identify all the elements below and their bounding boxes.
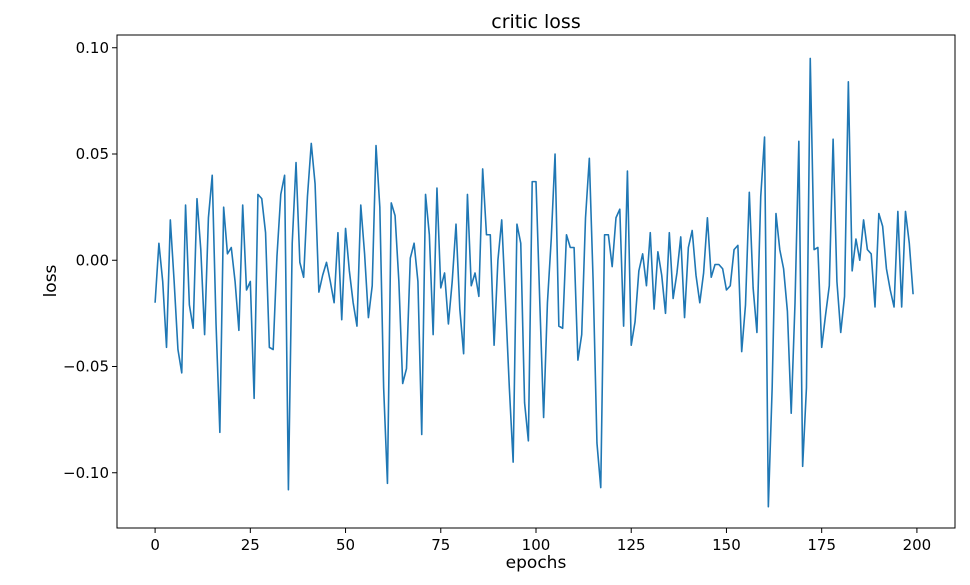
x-tick-label: 100 [522, 536, 551, 554]
y-axis-label: loss [41, 264, 61, 297]
x-axis-ticks: 0 25 50 75 100 125 150 175 200 [150, 528, 931, 554]
x-tick-label: 125 [617, 536, 646, 554]
y-axis-ticks: −0.10 −0.05 0.00 0.05 0.10 [63, 39, 117, 482]
x-axis-label: epochs [506, 553, 567, 573]
y-tick-label: −0.05 [63, 358, 109, 376]
plot-frame [116, 34, 956, 529]
y-tick-label: 0.10 [76, 39, 109, 57]
x-tick-label: 50 [336, 536, 355, 554]
chart-title: critic loss [491, 11, 580, 33]
x-tick-label: 0 [150, 536, 160, 554]
x-tick-label: 175 [807, 536, 836, 554]
x-tick-label: 150 [712, 536, 741, 554]
y-tick-label: −0.10 [63, 464, 109, 482]
y-tick-label: 0.05 [76, 145, 109, 163]
x-tick-label: 200 [903, 536, 932, 554]
critic-loss-series-line [154, 57, 914, 508]
x-tick-label: 25 [241, 536, 260, 554]
y-tick-label: 0.00 [76, 251, 109, 269]
x-tick-label: 75 [431, 536, 450, 554]
